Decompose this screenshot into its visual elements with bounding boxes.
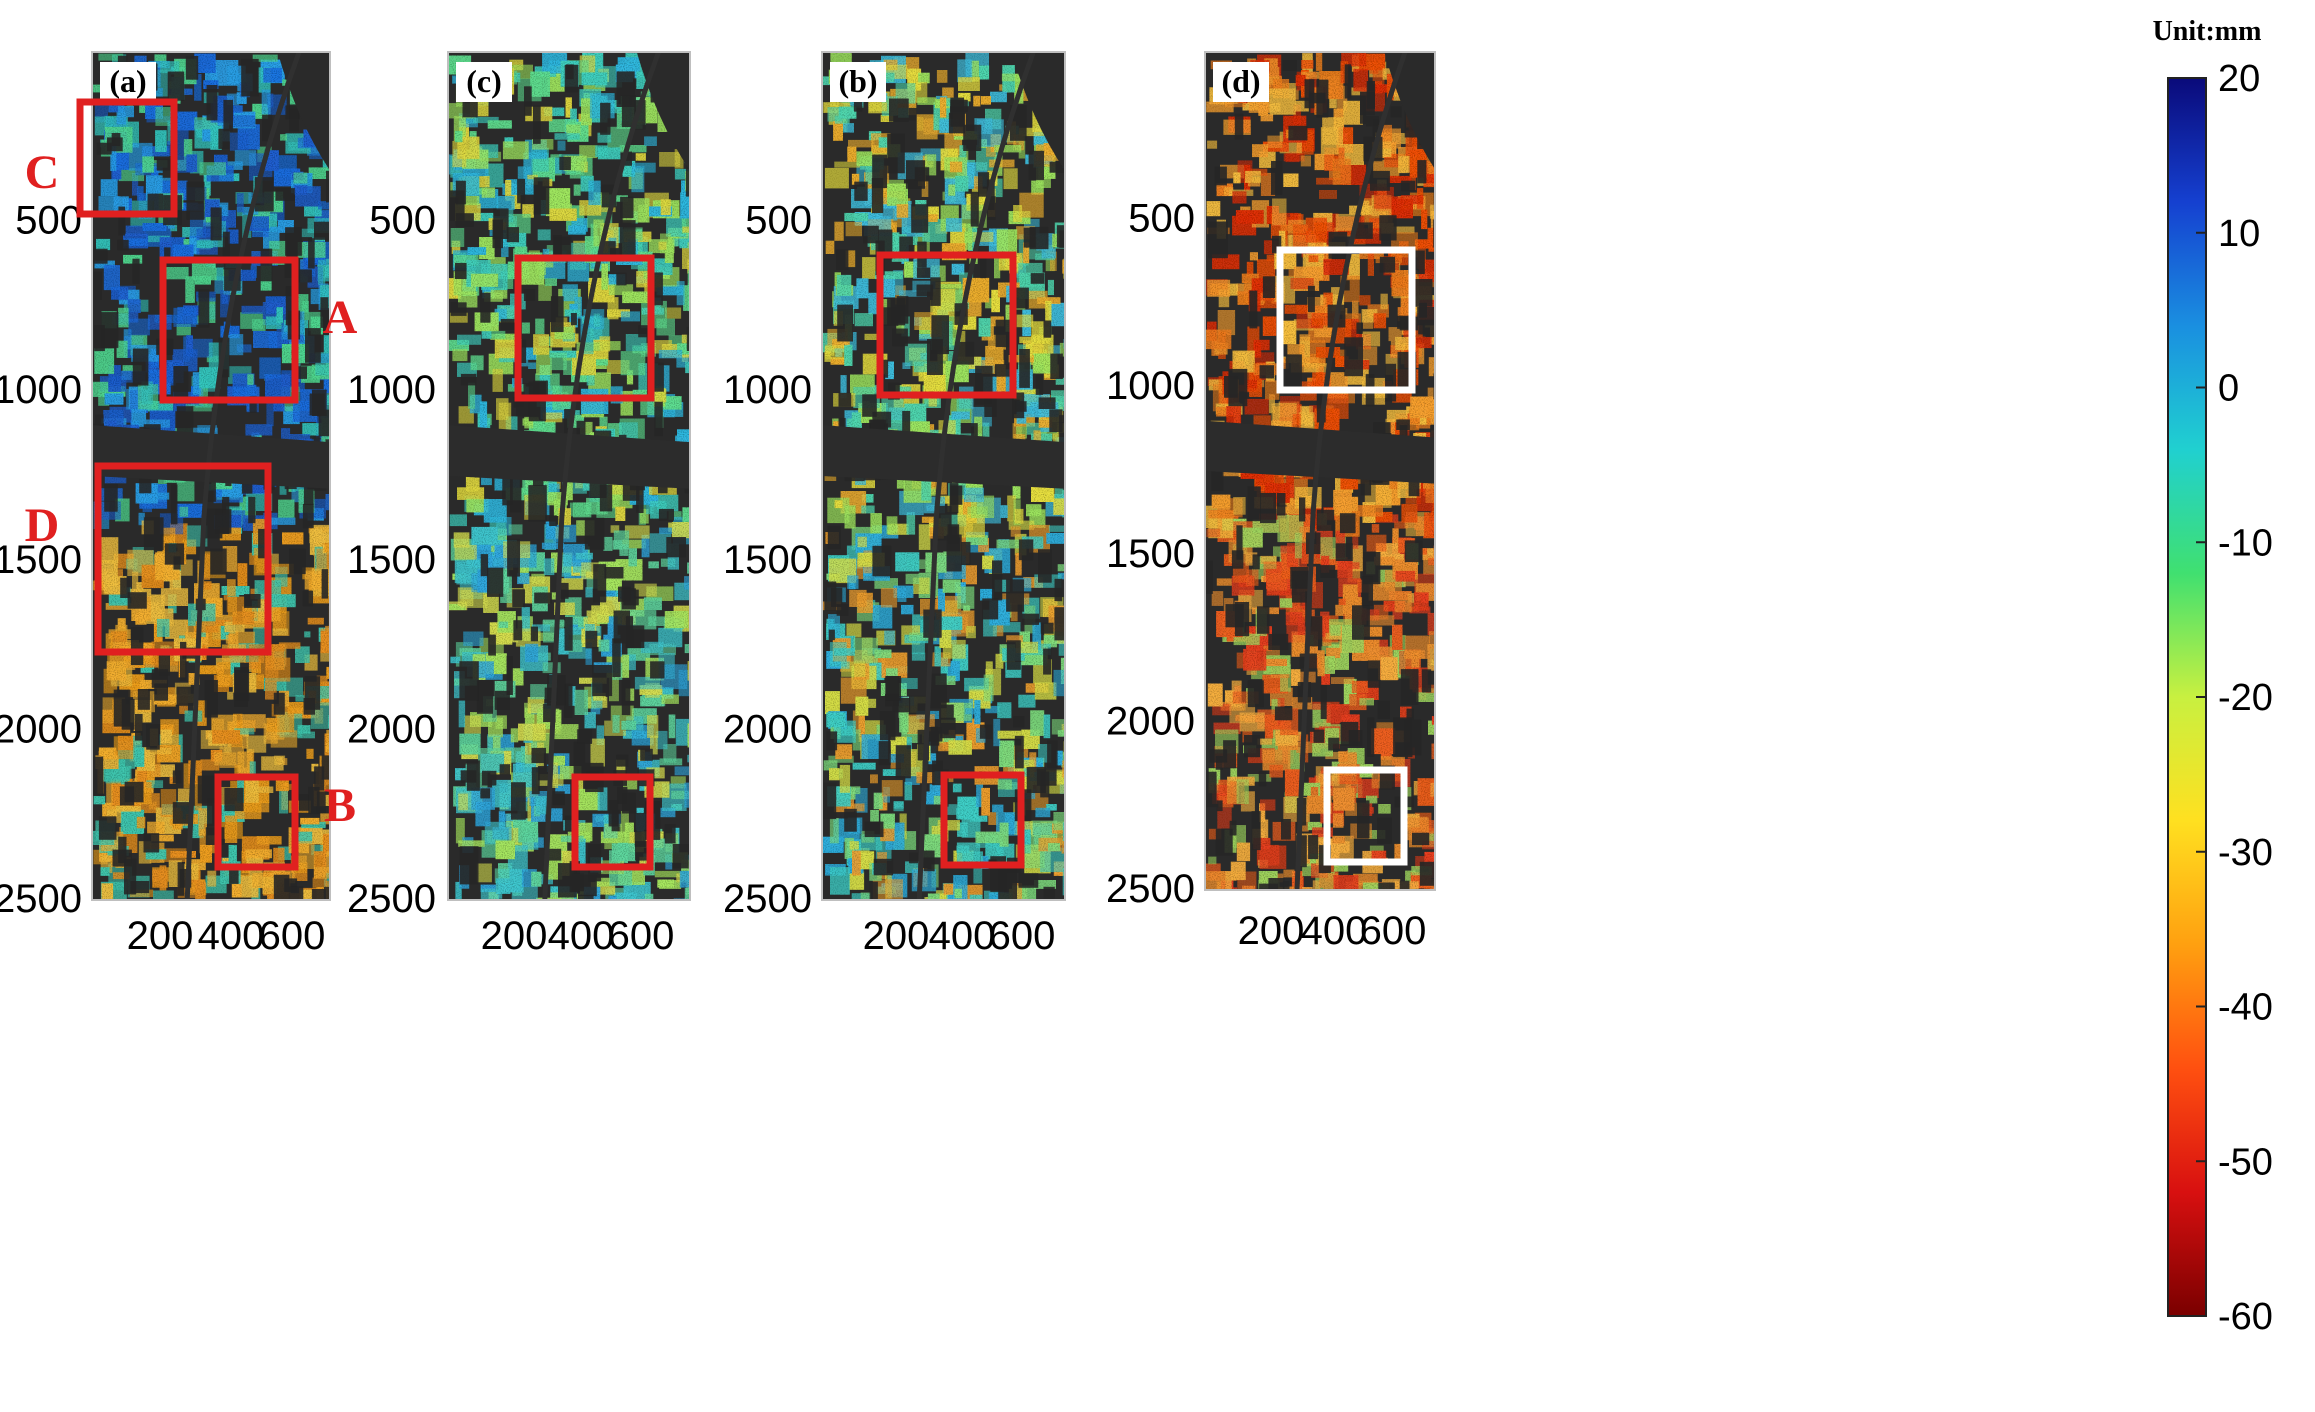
y-tick-label: 2000: [1106, 699, 1195, 743]
panel-label: (d): [1221, 63, 1260, 99]
region-label: A: [323, 291, 358, 344]
y-tick-label: 2000: [0, 707, 82, 751]
y-tick-label: 500: [15, 199, 82, 243]
region-box: [1276, 246, 1416, 394]
x-tick-label: 600: [608, 914, 675, 958]
region-box: [514, 254, 655, 402]
region-box: [876, 251, 1017, 399]
panel-label: (a): [109, 63, 146, 99]
colorbar-tick-label: 10: [2218, 213, 2260, 255]
y-tick-label: 2500: [1106, 867, 1195, 911]
y-tick-label: 500: [1128, 197, 1195, 241]
x-tick-label: 200: [127, 914, 194, 958]
map-frame: [447, 51, 691, 901]
region-box: [214, 773, 299, 871]
deformation-map: [92, 52, 330, 900]
region-label: D: [25, 499, 60, 552]
y-tick-label: 1500: [347, 538, 436, 582]
colorbar-tick-label: -10: [2218, 522, 2273, 564]
region-box: [159, 256, 299, 404]
y-tick-label: 1500: [0, 538, 82, 582]
x-tick-label: 600: [1360, 909, 1427, 953]
y-tick-label: 1500: [723, 538, 812, 582]
x-tick-label: 400: [198, 914, 265, 958]
panel-label-background: [830, 62, 886, 102]
region-label: C: [25, 146, 60, 199]
colorbar-tick-label: -30: [2218, 832, 2273, 874]
deformation-map: [1205, 52, 1435, 890]
region-box: [94, 462, 272, 656]
panel-label-background: [1213, 62, 1269, 102]
region-label: B: [324, 779, 356, 832]
y-tick-label: 1000: [347, 368, 436, 412]
colorbar-tick-label: -50: [2218, 1141, 2273, 1183]
region-box: [76, 98, 178, 218]
x-tick-label: 200: [1238, 909, 1305, 953]
colorbar-tick-label: -40: [2218, 987, 2273, 1029]
x-tick-label: 200: [481, 914, 548, 958]
y-tick-label: 1500: [1106, 532, 1195, 576]
deformation-map: [822, 52, 1065, 900]
panel-label-background: [100, 62, 156, 102]
y-tick-label: 2000: [347, 707, 436, 751]
x-tick-label: 600: [989, 914, 1056, 958]
y-tick-label: 2500: [347, 877, 436, 921]
colorbar-tick-label: 20: [2218, 58, 2260, 100]
y-tick-label: 1000: [0, 368, 82, 412]
panel-label: (c): [466, 63, 502, 99]
region-box: [571, 773, 654, 871]
colorbar-tick-label: -20: [2218, 677, 2273, 719]
y-tick-label: 2500: [0, 877, 82, 921]
panel-label: (b): [838, 63, 877, 99]
colorbar-tick-label: 0: [2218, 368, 2239, 410]
x-tick-label: 600: [259, 914, 326, 958]
x-tick-label: 400: [1301, 909, 1368, 953]
colorbar-tick-label: -60: [2218, 1296, 2273, 1338]
deformation-map: [448, 52, 690, 900]
region-box: [1323, 766, 1408, 866]
x-tick-label: 200: [863, 914, 930, 958]
y-tick-label: 500: [745, 199, 812, 243]
x-tick-label: 400: [929, 914, 996, 958]
y-tick-label: 1000: [1106, 364, 1195, 408]
colorbar-unit-label: Unit:mm: [2153, 16, 2262, 47]
colorbar: Unit:mm 20 10 0 -10 -20 -30 -40 -50 -60: [2153, 16, 2273, 1338]
region-box: [940, 771, 1025, 869]
x-tick-label: 400: [548, 914, 615, 958]
map-frame: [821, 51, 1066, 901]
map-frame: [91, 51, 331, 901]
y-tick-label: 2000: [723, 707, 812, 751]
y-tick-label: 1000: [723, 368, 812, 412]
panel-label-background: [456, 62, 512, 102]
y-tick-label: 500: [369, 199, 436, 243]
map-frame: [1204, 51, 1436, 891]
y-tick-label: 2500: [723, 877, 812, 921]
